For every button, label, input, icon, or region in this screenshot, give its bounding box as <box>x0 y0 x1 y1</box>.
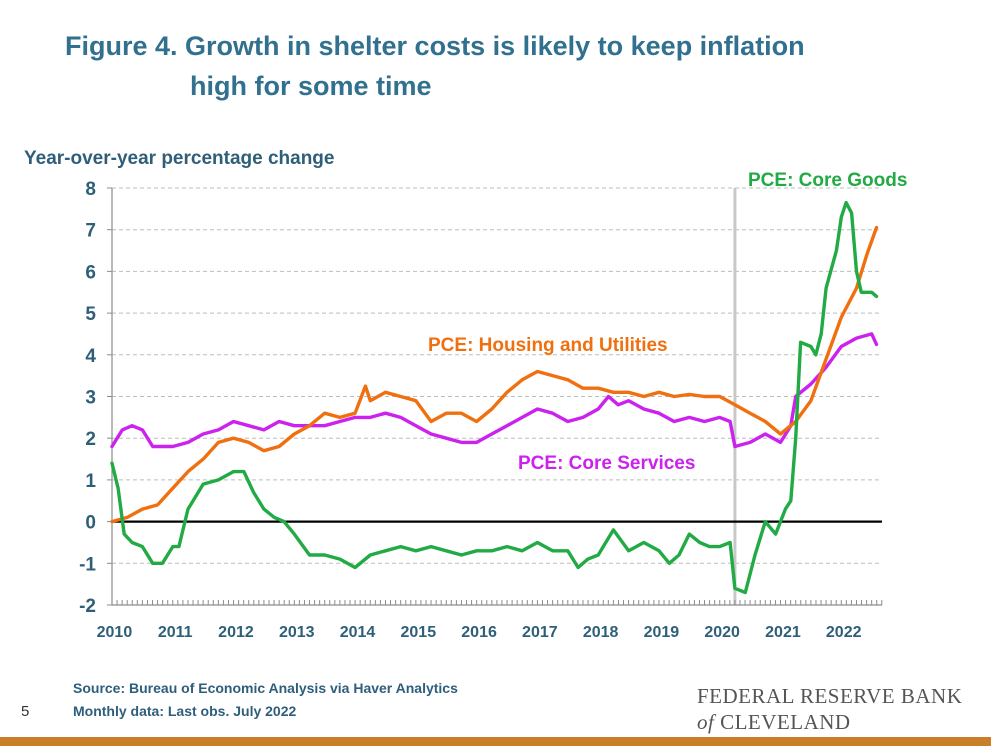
page-number: 5 <box>21 703 30 720</box>
brand-of: of <box>697 710 715 734</box>
y-tick-label: 4 <box>85 346 96 367</box>
source-line: Source: Bureau of Economic Analysis via … <box>73 680 458 696</box>
chart-title: Figure 4. Growth in shelter costs is lik… <box>40 26 940 106</box>
y-tick-label: 2 <box>85 429 96 450</box>
x-tick-label: 2012 <box>218 624 254 641</box>
brand-line-1: FEDERAL RESERVE BANK <box>697 684 963 708</box>
series-line <box>110 332 879 449</box>
y-tick-label: 5 <box>85 304 96 325</box>
series-label: PCE: Core Goods <box>748 170 907 191</box>
x-tick-label: 2021 <box>765 624 801 641</box>
series-labels: PCE: Housing and Utilities PCE: Core Serv… <box>428 170 907 474</box>
y-axis-label: Year-over-year percentage change <box>24 148 335 169</box>
x-tick-label: 2020 <box>704 624 740 641</box>
y-tick-label: 3 <box>85 388 96 409</box>
x-tick-label: 2018 <box>583 624 619 641</box>
x-tick-label: 2013 <box>279 624 315 641</box>
x-tick-label: 2022 <box>826 624 862 641</box>
bottom-accent-bar <box>0 737 991 746</box>
y-tick-label: 1 <box>85 471 96 492</box>
brand-logo: FEDERAL RESERVE BANK of CLEVELAND <box>697 683 962 735</box>
y-tick-label: -1 <box>79 554 96 575</box>
source-note: Source: Bureau of Economic Analysis via … <box>73 677 458 723</box>
x-tick-label: 2011 <box>158 624 193 641</box>
y-tick-label: 7 <box>85 221 96 242</box>
data-note-line: Monthly data: Last obs. July 2022 <box>73 703 297 719</box>
x-tick-label: 2017 <box>522 624 558 641</box>
series-lines <box>110 200 879 595</box>
title-line-2: high for some time <box>190 71 432 101</box>
x-tick-label: 2014 <box>340 624 376 641</box>
x-tick-label: 2019 <box>644 624 680 641</box>
x-tick-label: 2016 <box>461 624 497 641</box>
y-tick-label: 8 <box>85 179 96 200</box>
series-label: PCE: Housing and Utilities <box>428 335 668 356</box>
y-tick-label: 0 <box>85 513 96 534</box>
grid-lines <box>112 187 882 605</box>
brand-city: CLEVELAND <box>720 710 851 734</box>
x-tick-label: 2015 <box>401 624 437 641</box>
series-line <box>110 225 879 524</box>
y-tick-label: 6 <box>85 262 96 283</box>
series-label: PCE: Core Services <box>518 453 695 474</box>
title-line-1: Figure 4. Growth in shelter costs is lik… <box>65 31 805 61</box>
y-tick-label: -2 <box>79 596 96 617</box>
series-line <box>110 200 879 595</box>
x-tick-label: 2010 <box>97 624 133 641</box>
brand-line-2: of CLEVELAND <box>697 709 962 735</box>
